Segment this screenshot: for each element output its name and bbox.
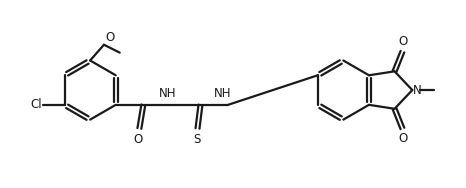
Text: N: N <box>413 83 422 97</box>
Text: NH: NH <box>159 87 177 100</box>
Text: NH: NH <box>214 87 232 100</box>
Text: Cl: Cl <box>30 98 42 111</box>
Text: O: O <box>399 35 408 48</box>
Text: S: S <box>193 133 200 146</box>
Text: O: O <box>134 133 143 146</box>
Text: O: O <box>105 31 114 44</box>
Text: O: O <box>399 132 408 146</box>
